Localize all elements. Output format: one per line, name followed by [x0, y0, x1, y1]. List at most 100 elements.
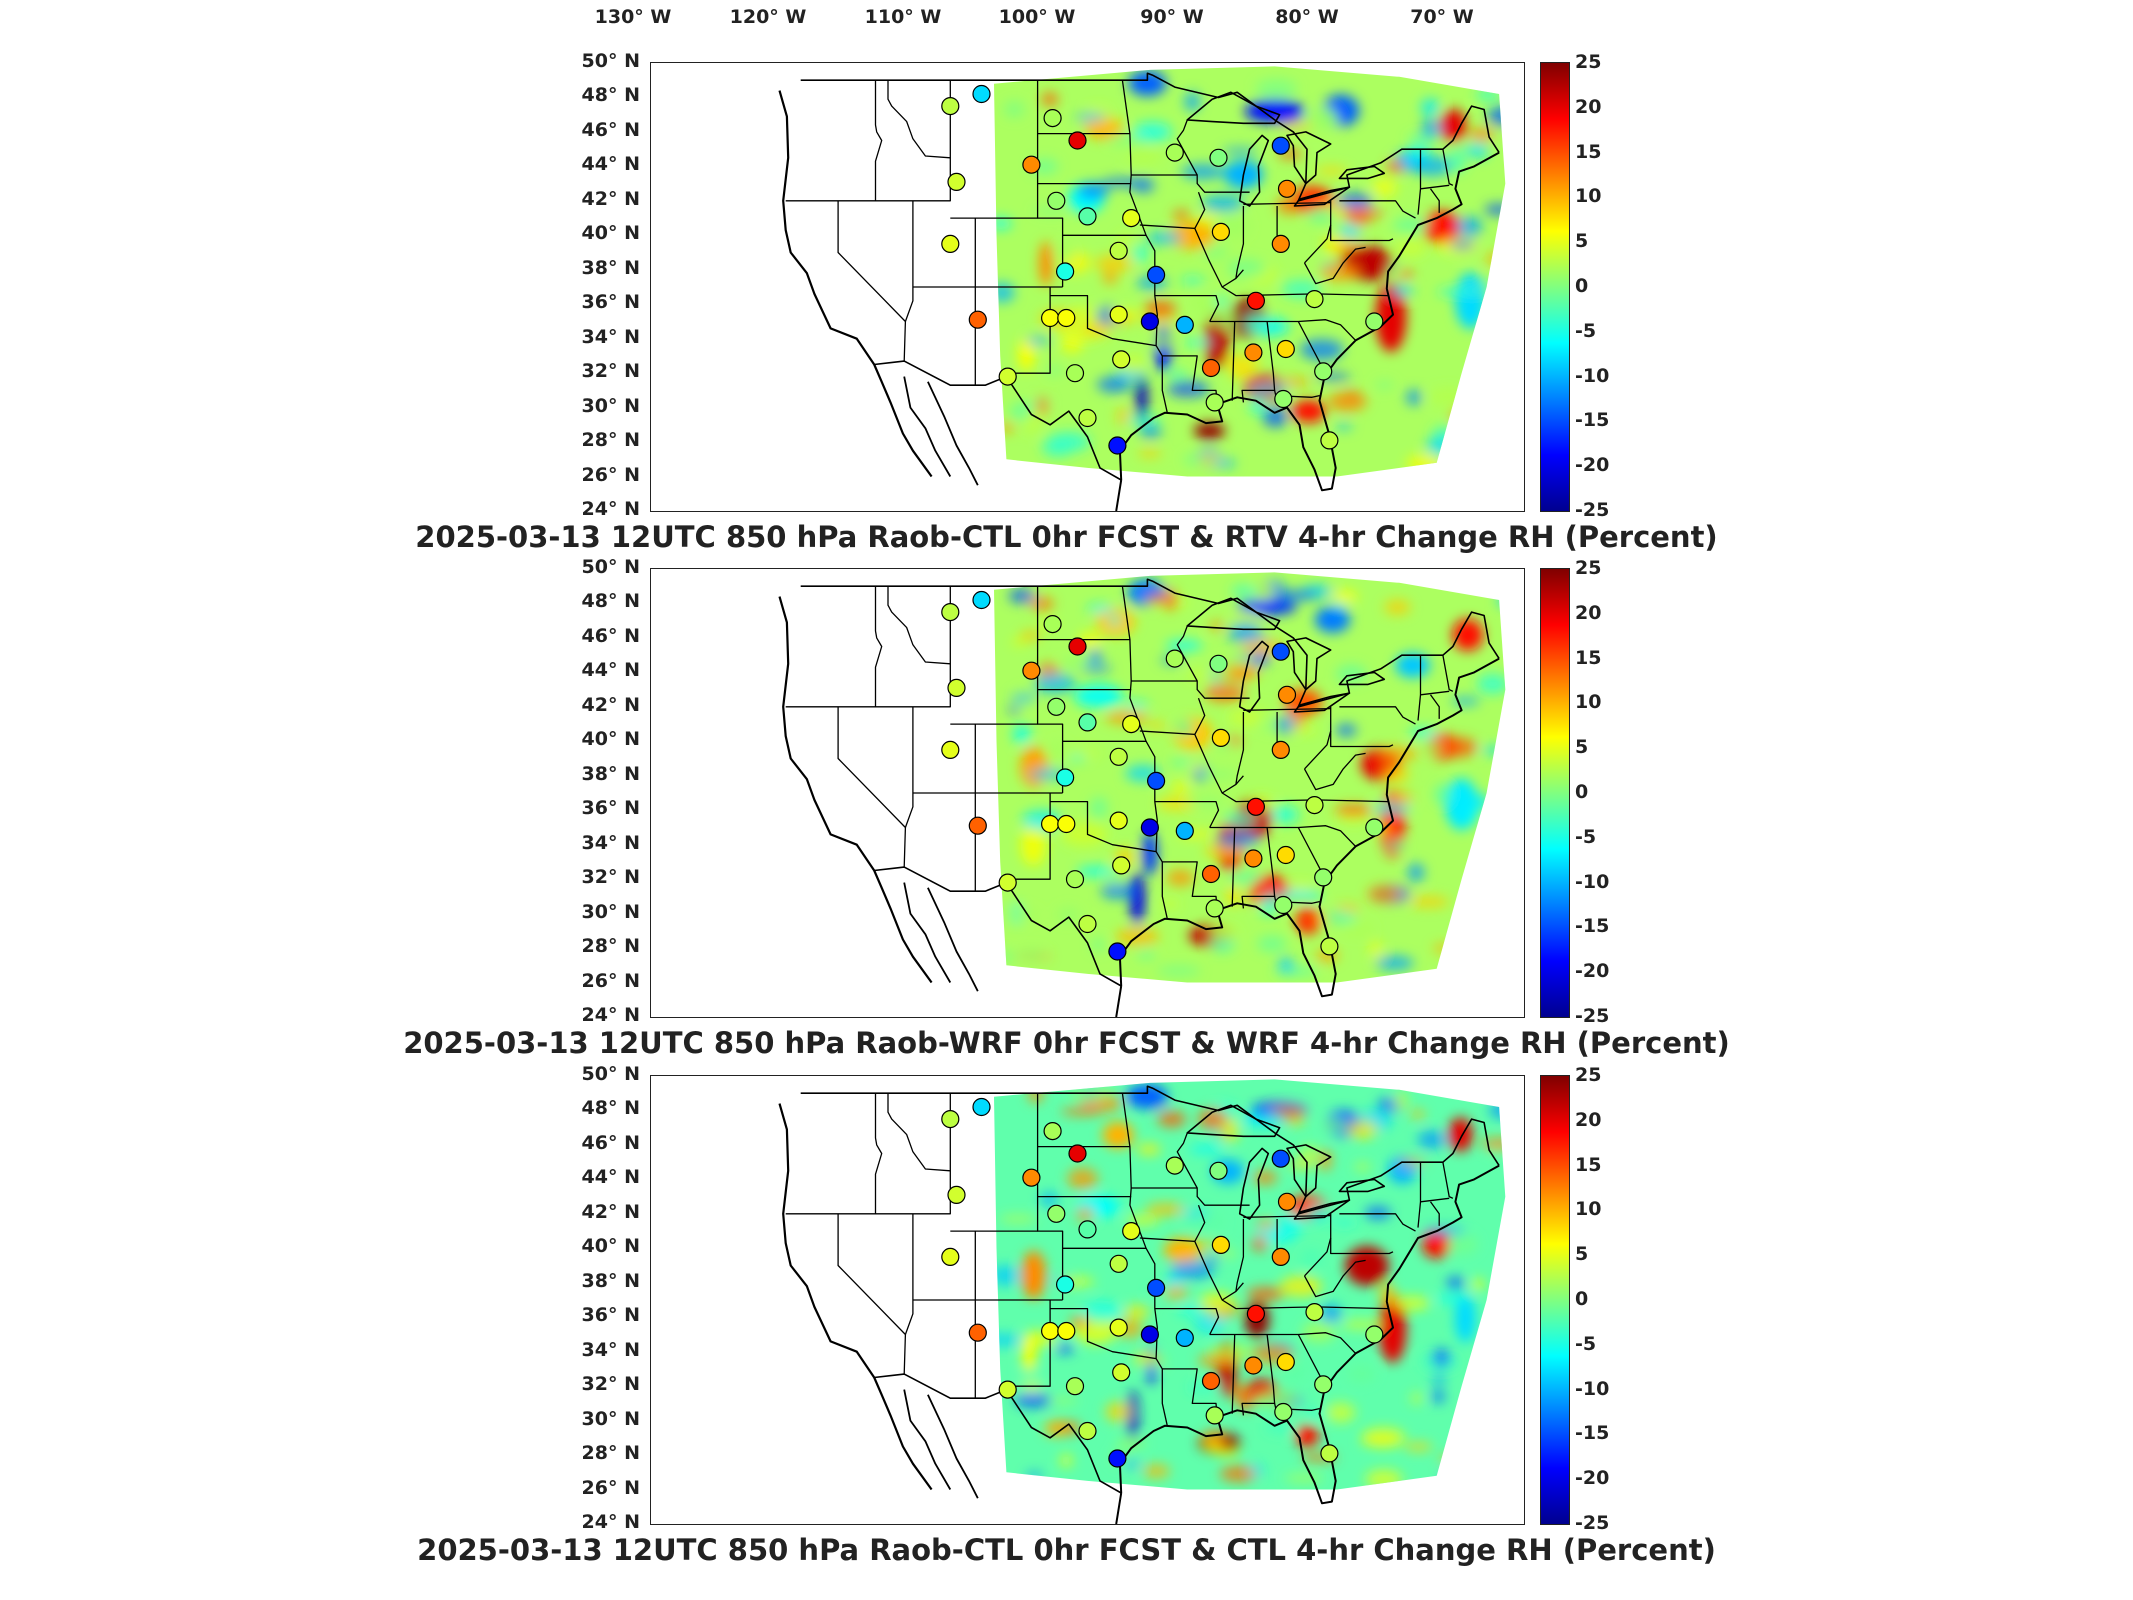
- rh-texture-blob: [1147, 721, 1166, 730]
- raob-site-marker: [1314, 1375, 1333, 1394]
- longitude-label: 90° W: [1140, 6, 1204, 28]
- rh-texture-blob: [1014, 1393, 1052, 1408]
- state-border: [1304, 224, 1332, 264]
- raob-site-marker: [1305, 796, 1324, 815]
- state-border: [837, 1213, 907, 1375]
- rh-texture-blob: [1262, 721, 1275, 731]
- rh-texture-blob: [1204, 683, 1246, 702]
- state-border: [1209, 825, 1357, 847]
- rh-texture-blob: [1417, 1130, 1447, 1149]
- rh-texture-blob: [1285, 1116, 1305, 1126]
- raob-site-marker: [972, 1097, 991, 1117]
- rh-texture-blob: [999, 422, 1015, 433]
- rh-texture-blob: [1161, 899, 1180, 909]
- colorbar: [1540, 568, 1570, 1018]
- raob-site-marker: [1209, 148, 1228, 167]
- rh-texture-blob: [1001, 908, 1039, 921]
- raob-site-marker: [1274, 1402, 1293, 1422]
- raob-site-marker: [1112, 856, 1131, 875]
- latitude-label: 36° N: [581, 1304, 640, 1327]
- rh-texture-blob: [1463, 803, 1478, 826]
- raob-site-marker: [968, 310, 987, 329]
- raob-site-marker: [1109, 241, 1128, 260]
- longitude-label: 120° W: [729, 6, 807, 28]
- state-border: [887, 80, 951, 159]
- rh-texture-blob: [1375, 955, 1414, 971]
- rh-texture-blob: [1015, 1370, 1047, 1377]
- rh-texture-blob: [1413, 156, 1452, 177]
- rh-texture-blob: [1450, 241, 1475, 250]
- state-border: [1243, 201, 1331, 205]
- rh-texture-blob: [1494, 320, 1506, 334]
- raob-site-marker: [1122, 715, 1141, 734]
- longitude-axis: 130° W 120° W 110° W 100° W 90° W 80° W 70° W: [0, 6, 2133, 36]
- raob-site-marker: [1244, 343, 1263, 362]
- raob-site-marker: [1274, 895, 1293, 915]
- rh-texture-blob: [1431, 1374, 1447, 1385]
- raob-site-marker: [941, 234, 960, 253]
- raob-site-marker: [1211, 728, 1231, 747]
- rh-texture-blob: [1428, 387, 1470, 407]
- rh-anomaly-blob: [1448, 1117, 1473, 1152]
- rh-texture-blob: [1116, 407, 1130, 426]
- rh-texture-blob: [1435, 1294, 1469, 1304]
- rh-texture-blob: [1315, 166, 1348, 176]
- rh-texture-blob: [1488, 1101, 1506, 1120]
- rh-texture-blob: [1227, 870, 1263, 885]
- rh-texture-blob: [1048, 741, 1069, 761]
- coastline-gulf-atlantic: [1118, 1164, 1500, 1505]
- rh-texture-blob: [1367, 885, 1402, 904]
- rh-texture-blob: [1484, 204, 1506, 216]
- rh-anomaly-blob: [1136, 374, 1148, 424]
- raob-site-marker: [1057, 814, 1076, 834]
- rh-texture-blob: [1369, 940, 1382, 959]
- great-lake-outline: [1286, 131, 1332, 185]
- state-border: [1420, 184, 1450, 190]
- raob-site-marker: [1065, 364, 1085, 383]
- rh-texture-blob: [1340, 921, 1374, 937]
- rh-texture-blob: [1365, 1469, 1403, 1490]
- raob-site-marker: [1112, 1363, 1131, 1382]
- raob-site-marker: [1065, 1377, 1085, 1396]
- rh-texture-blob: [1397, 269, 1414, 279]
- rh-texture-blob: [1133, 244, 1149, 264]
- raob-site-marker: [1109, 305, 1128, 324]
- great-lake-outline: [1293, 186, 1351, 207]
- colorbar-tick-label: 25: [1575, 51, 1602, 73]
- rh-texture-blob: [1200, 770, 1237, 779]
- rh-texture-blob: [1081, 323, 1113, 336]
- raob-site-marker: [1314, 868, 1333, 887]
- rh-texture-blob: [1146, 594, 1169, 604]
- raob-site-marker: [1022, 1168, 1041, 1187]
- state-border: [904, 1213, 914, 1335]
- raob-site-marker: [1271, 234, 1290, 253]
- rh-texture-blob: [1420, 98, 1440, 117]
- rh-texture-blob: [1157, 1111, 1187, 1128]
- colorbar-tick-label: 0: [1575, 1288, 1589, 1310]
- state-border: [1221, 1299, 1389, 1310]
- rh-texture-blob: [1067, 1167, 1098, 1190]
- rh-texture-blob: [1378, 746, 1419, 762]
- colorbar-tick-label: 20: [1575, 601, 1602, 624]
- raob-site-marker: [1209, 1161, 1228, 1180]
- colorbar-tick-label: -25: [1575, 1005, 1610, 1027]
- rh-anomaly-blob: [1193, 422, 1226, 440]
- rh-anomaly-blob: [1292, 399, 1326, 423]
- rh-texture-blob: [1088, 649, 1103, 663]
- colorbar-tick-label: 20: [1575, 95, 1602, 118]
- raob-site-marker: [1043, 1121, 1062, 1141]
- state-border: [1273, 896, 1320, 904]
- raob-site-marker: [1109, 811, 1128, 830]
- state-border: [837, 200, 907, 362]
- rh-texture-blob: [1406, 389, 1422, 406]
- rh-texture-blob: [1456, 216, 1483, 237]
- rh-texture-blob: [1257, 935, 1287, 953]
- raob-site-marker: [1147, 265, 1166, 284]
- raob-site-marker: [1276, 1352, 1295, 1372]
- rh-texture-blob: [1086, 604, 1114, 613]
- rh-texture-blob: [994, 282, 1015, 303]
- state-border: [1231, 321, 1236, 401]
- raob-site-marker: [1068, 131, 1087, 150]
- rh-texture-blob: [1480, 746, 1506, 755]
- state-border: [1050, 1307, 1157, 1360]
